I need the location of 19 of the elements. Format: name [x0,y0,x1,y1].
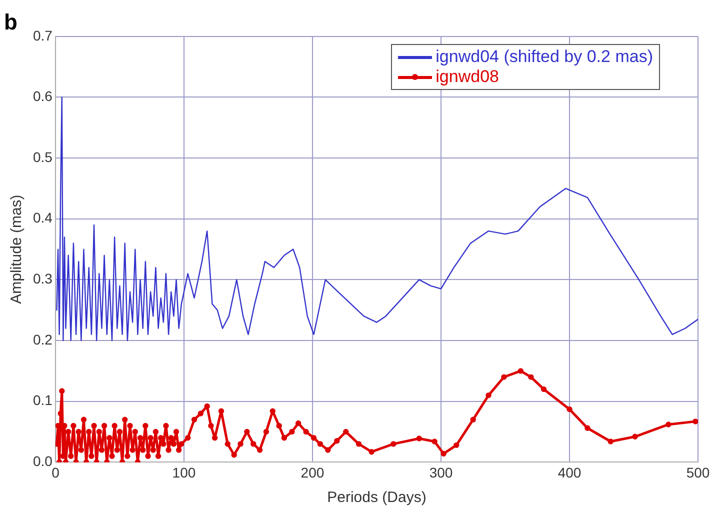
x-tick-label: 0 [52,464,60,480]
chart-title: b [4,9,18,34]
x-tick-label: 100 [172,464,196,480]
y-tick-label: 0.5 [32,148,53,165]
y-tick-label: 0.6 [32,88,53,104]
y-tick-label: 0.2 [32,331,53,348]
x-axis-title: Periods (Days) [327,489,426,506]
x-tick-label: 400 [558,464,582,480]
y-tick-label: 0.4 [32,210,53,226]
x-tick-label: 300 [429,464,453,480]
y-axis-title: Amplitude (mas) [8,194,26,304]
y-tick-label: 0.0 [32,453,53,470]
legend-label: ignwd08 [436,67,499,87]
x-tick-label: 200 [300,464,324,480]
x-tick-label: 500 [686,464,710,480]
y-tick-label: 0.1 [32,392,53,408]
legend-label: ignwd04 (shifted by 0.2 mas) [436,47,653,67]
y-tick-label: 0.7 [32,27,53,44]
y-tick-label: 0.3 [32,270,53,287]
